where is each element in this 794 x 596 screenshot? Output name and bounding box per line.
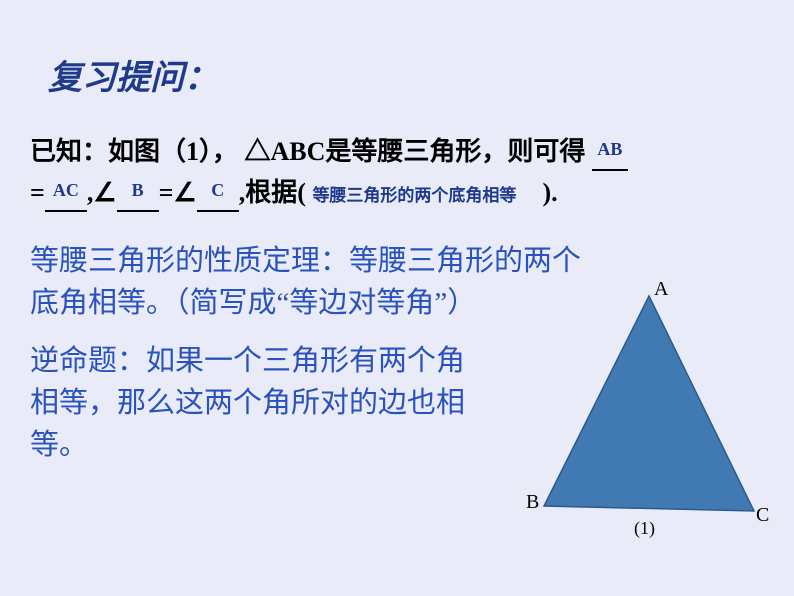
converse-text: 逆命题：如果一个三角形有两个角相等，那么这两个角所对的边也相等。 xyxy=(30,340,470,466)
theorem-text: 等腰三角形的性质定理：等腰三角形的两个底角相等。（简写成“等边对等角”） xyxy=(30,240,590,324)
angle1: ,∠ xyxy=(87,178,117,207)
figure-number: (1) xyxy=(634,518,655,539)
blank-c: C xyxy=(211,180,224,200)
problem-text: 已知：如图（1）， △ABC是等腰三角形，则可得 AB = AC ,∠ B =∠ C ,根据… xyxy=(30,130,764,212)
vertex-b: B xyxy=(526,491,539,514)
blank-ab: AB xyxy=(597,139,622,159)
review-title: 复习提问： xyxy=(48,50,218,99)
blank-ac: AC xyxy=(53,180,79,200)
triangle-svg xyxy=(534,286,764,546)
basis-close: ). xyxy=(542,178,557,207)
eq2: =∠ xyxy=(159,178,197,207)
problem-part1: 已知：如图（1）， △ABC是等腰三角形，则可得 xyxy=(30,137,585,166)
reason-text: 等腰三角形的两个底角相等 xyxy=(312,186,516,205)
blank-b: B xyxy=(132,180,144,200)
vertex-a: A xyxy=(654,278,668,301)
eq1: = xyxy=(30,178,45,207)
triangle-figure: A B C (1) xyxy=(534,286,764,546)
vertex-c: C xyxy=(756,504,769,527)
triangle-shape xyxy=(544,296,754,511)
basis-open: ,根据( xyxy=(239,178,306,207)
